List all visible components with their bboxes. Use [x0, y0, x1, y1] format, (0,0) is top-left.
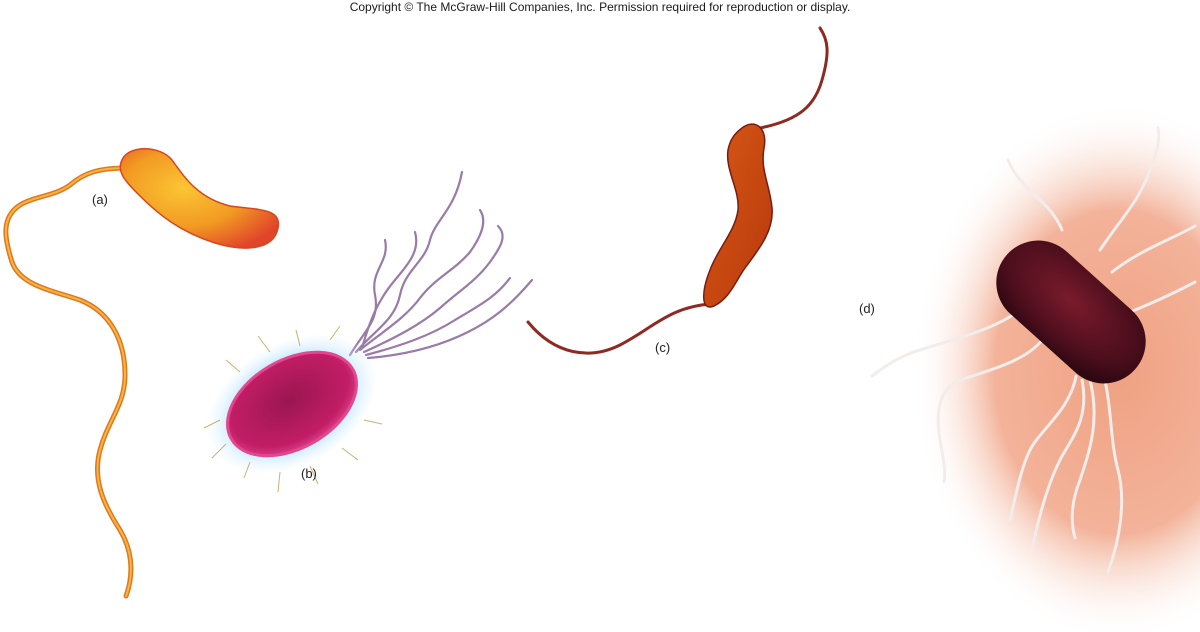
flagellum-a-highlight [4, 167, 132, 597]
bacterium-b [203, 170, 534, 493]
cell-body-d [996, 240, 1146, 384]
flagellum-c-bottom [526, 302, 714, 355]
label-b: (b) [301, 466, 317, 481]
cell-body-b [226, 350, 358, 458]
label-a: (a) [92, 192, 108, 207]
cell-body-a [119, 148, 280, 249]
bacterium-a [3, 148, 280, 599]
pili-b [203, 325, 383, 493]
flagellum-c-top [758, 26, 829, 130]
cell-body-c [703, 123, 773, 308]
bacterium-c [526, 26, 829, 355]
label-c: (c) [655, 340, 671, 355]
flagellum-a [3, 165, 134, 599]
copyright-notice: Copyright © The McGraw-Hill Companies, I… [349, 0, 851, 14]
bacterium-d [870, 126, 1197, 574]
flagella-b [348, 170, 534, 360]
flagella-d [870, 126, 1197, 574]
label-d: (d) [859, 301, 875, 316]
